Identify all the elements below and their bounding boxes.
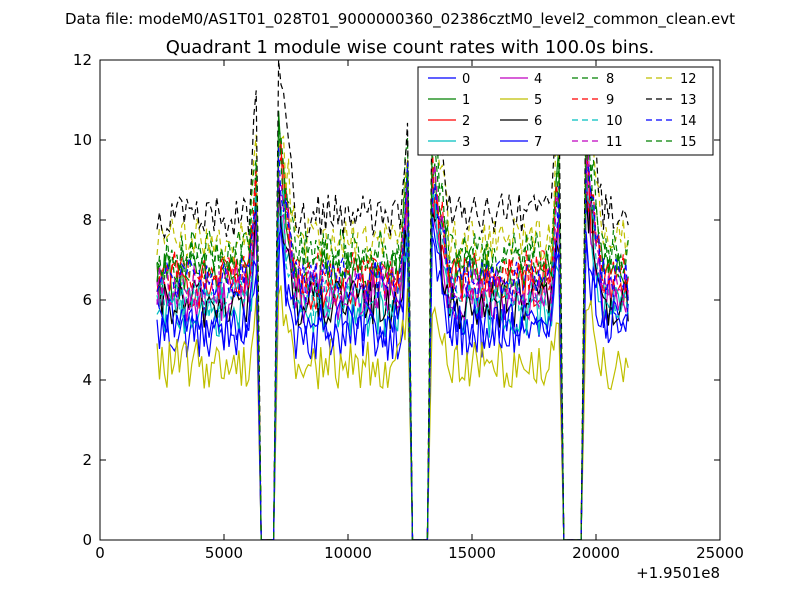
y-tick-label: 4: [82, 371, 92, 389]
legend-label-15: 15: [680, 135, 697, 150]
legend-label-12: 12: [680, 72, 697, 87]
figure-suptitle: Data file: modeM0/AS1T01_028T01_90000003…: [65, 10, 735, 29]
legend-label-14: 14: [680, 114, 697, 129]
legend-label-13: 13: [680, 93, 697, 108]
chart-title: Quadrant 1 module wise count rates with …: [166, 37, 655, 58]
legend-label-11: 11: [606, 135, 623, 150]
x-tick-label: 5000: [205, 544, 243, 562]
legend-label-0: 0: [462, 72, 470, 87]
legend-label-1: 1: [462, 93, 470, 108]
y-tick-label: 2: [82, 451, 92, 469]
x-tick-label: 20000: [572, 544, 620, 562]
legend-label-7: 7: [534, 135, 542, 150]
legend-label-4: 4: [534, 72, 542, 87]
legend-label-5: 5: [534, 93, 542, 108]
y-tick-label: 12: [73, 51, 92, 69]
x-tick-label: 10000: [324, 544, 372, 562]
x-tick-label: 15000: [448, 544, 496, 562]
y-tick-label: 8: [82, 211, 92, 229]
legend-label-2: 2: [462, 114, 470, 129]
x-tick-label: 0: [95, 544, 105, 562]
y-tick-label: 0: [82, 531, 92, 549]
legend-label-10: 10: [606, 114, 623, 129]
figure: Data file: modeM0/AS1T01_028T01_90000003…: [0, 0, 800, 600]
x-tick-label: 25000: [696, 544, 744, 562]
legend-label-8: 8: [606, 72, 614, 87]
y-tick-label: 10: [73, 131, 92, 149]
legend-label-6: 6: [534, 114, 542, 129]
y-tick-label: 6: [82, 291, 92, 309]
x-offset-label: +1.9501e8: [636, 564, 720, 582]
legend-label-3: 3: [462, 135, 470, 150]
legend-label-9: 9: [606, 93, 614, 108]
